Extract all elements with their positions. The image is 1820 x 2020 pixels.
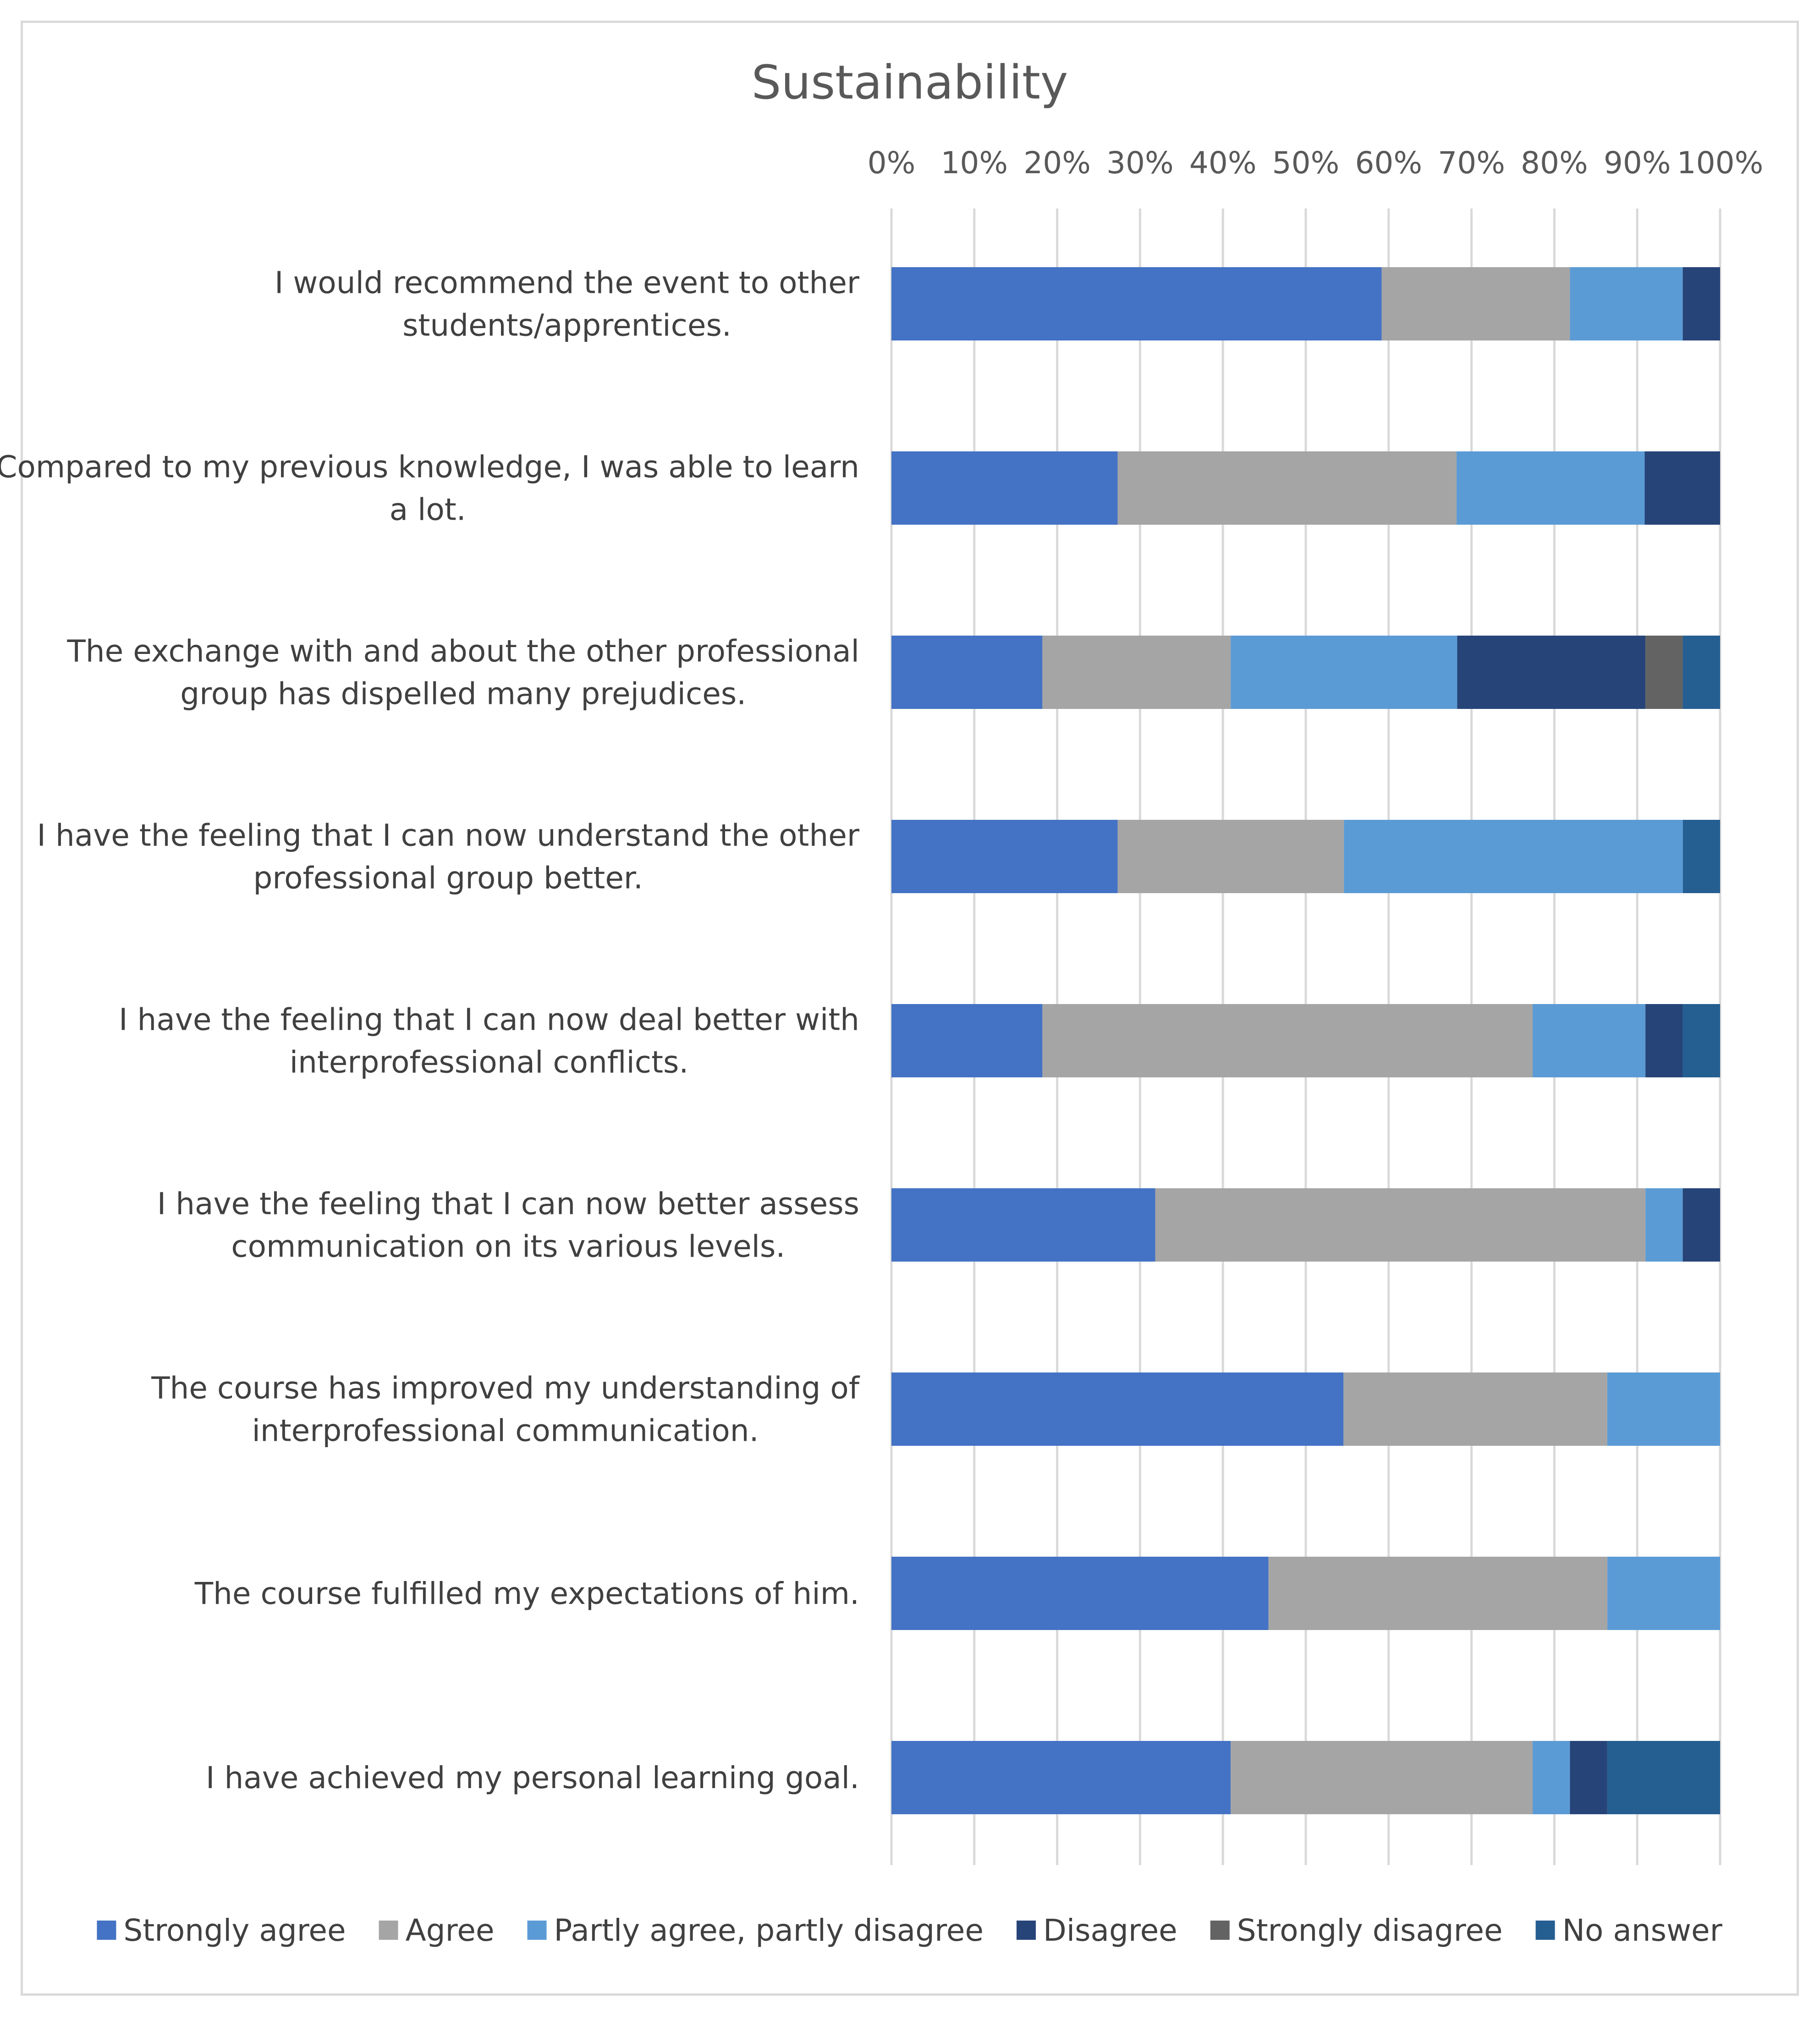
bar-segment	[1268, 1557, 1608, 1630]
x-tick-label: 80%	[1521, 145, 1588, 181]
bar-segment	[1381, 267, 1570, 340]
category-label: I have the feeling that I can now unders…	[37, 818, 860, 853]
bar-segment	[1231, 636, 1457, 709]
bar-segment	[1042, 1004, 1533, 1077]
category-label: I have the feeling that I can now better…	[157, 1186, 859, 1222]
category-label: The course has improved my understanding…	[151, 1371, 860, 1406]
bar-segment	[1457, 451, 1645, 525]
category-label: I have the feeling that I can now deal b…	[119, 1002, 859, 1037]
x-tick-label: 50%	[1272, 145, 1340, 181]
bar-segment	[1644, 451, 1720, 525]
bar-segment	[1532, 1741, 1570, 1814]
bar-segment	[891, 451, 1118, 525]
bar-segment	[891, 1741, 1231, 1814]
bar-segment	[1607, 1741, 1720, 1814]
bar-segment	[891, 1004, 1043, 1077]
bar-segment	[891, 636, 1043, 709]
legend: Strongly agree Agree Partly agree, partly …	[97, 1913, 1723, 1948]
bar-segment	[1457, 636, 1646, 709]
legend-swatch	[1210, 1921, 1230, 1940]
legend-label: Strongly agree	[123, 1913, 346, 1948]
x-tick-label: 90%	[1604, 145, 1671, 181]
bar-segment	[1607, 1557, 1720, 1630]
x-tick-label: 100%	[1677, 145, 1764, 181]
bar-segment	[1155, 1188, 1646, 1262]
x-tick-label: 70%	[1438, 145, 1505, 181]
x-tick-label: 40%	[1189, 145, 1257, 181]
bar-segment	[1683, 636, 1720, 709]
bar-segment	[1042, 636, 1231, 709]
category-label: Compared to my previous knowledge, I was…	[0, 450, 859, 485]
legend-label: No answer	[1562, 1913, 1723, 1948]
bar-segment	[1231, 1741, 1533, 1814]
category-label: students/apprentices.	[402, 308, 731, 343]
bar-segment	[1343, 1372, 1607, 1446]
category-label: I have achieved my personal learning goa…	[206, 1760, 859, 1795]
category-label: I would recommend the event to other	[275, 265, 860, 301]
x-tick-label: 0%	[868, 145, 916, 181]
legend-swatch	[1017, 1921, 1036, 1940]
bar-segment	[1683, 820, 1720, 893]
bar-segment	[891, 267, 1382, 340]
legend-swatch	[379, 1921, 398, 1940]
legend-swatch	[1535, 1921, 1555, 1940]
category-label: interprofessional conflicts.	[290, 1045, 689, 1080]
legend-swatch	[527, 1921, 547, 1940]
bar-segment	[1607, 1372, 1720, 1446]
bar-segment	[1532, 1004, 1646, 1077]
chart-title: Sustainability	[752, 55, 1068, 110]
x-axis-tick-labels: 0% 10% 20% 30% 40% 50% 60% 70% 80% 90% 100%	[868, 145, 1764, 181]
bar-segment	[1117, 820, 1344, 893]
bar-segment	[1683, 267, 1720, 340]
category-label: a lot.	[390, 492, 466, 527]
bar-segment	[1117, 451, 1457, 525]
x-tick-label: 60%	[1355, 145, 1422, 181]
bar-segment	[1645, 1004, 1683, 1077]
legend-label: Agree	[406, 1913, 495, 1948]
bar-segment	[891, 820, 1118, 893]
category-label: group has dispelled many prejudices.	[180, 676, 746, 712]
category-label: The course fulfilled my expectations of …	[194, 1576, 859, 1611]
bar-segment	[1645, 1188, 1683, 1262]
bars	[891, 267, 1720, 1814]
bar-segment	[1683, 1004, 1720, 1077]
bar-segment	[1344, 820, 1683, 893]
bar-segment	[1570, 1741, 1607, 1814]
bar-segment	[891, 1372, 1344, 1446]
category-label: communication on its various levels.	[231, 1229, 785, 1264]
legend-swatch	[97, 1921, 116, 1940]
x-tick-label: 30%	[1106, 145, 1174, 181]
category-label: The exchange with and about the other pr…	[66, 634, 859, 669]
bar-segment	[891, 1557, 1269, 1630]
bar-segment	[1645, 636, 1683, 709]
category-labels: I would recommend the event to other stud…	[0, 265, 860, 1796]
category-label: professional group better.	[253, 861, 643, 896]
bar-segment	[1683, 1188, 1720, 1262]
category-label: interprofessional communication.	[252, 1413, 759, 1449]
x-tick-label: 20%	[1023, 145, 1091, 181]
x-tick-label: 10%	[940, 145, 1008, 181]
legend-label: Partly agree, partly disagree	[554, 1913, 984, 1948]
legend-label: Strongly disagree	[1237, 1913, 1503, 1948]
bar-segment	[891, 1188, 1155, 1262]
legend-label: Disagree	[1043, 1913, 1177, 1948]
bar-segment	[1570, 267, 1683, 340]
